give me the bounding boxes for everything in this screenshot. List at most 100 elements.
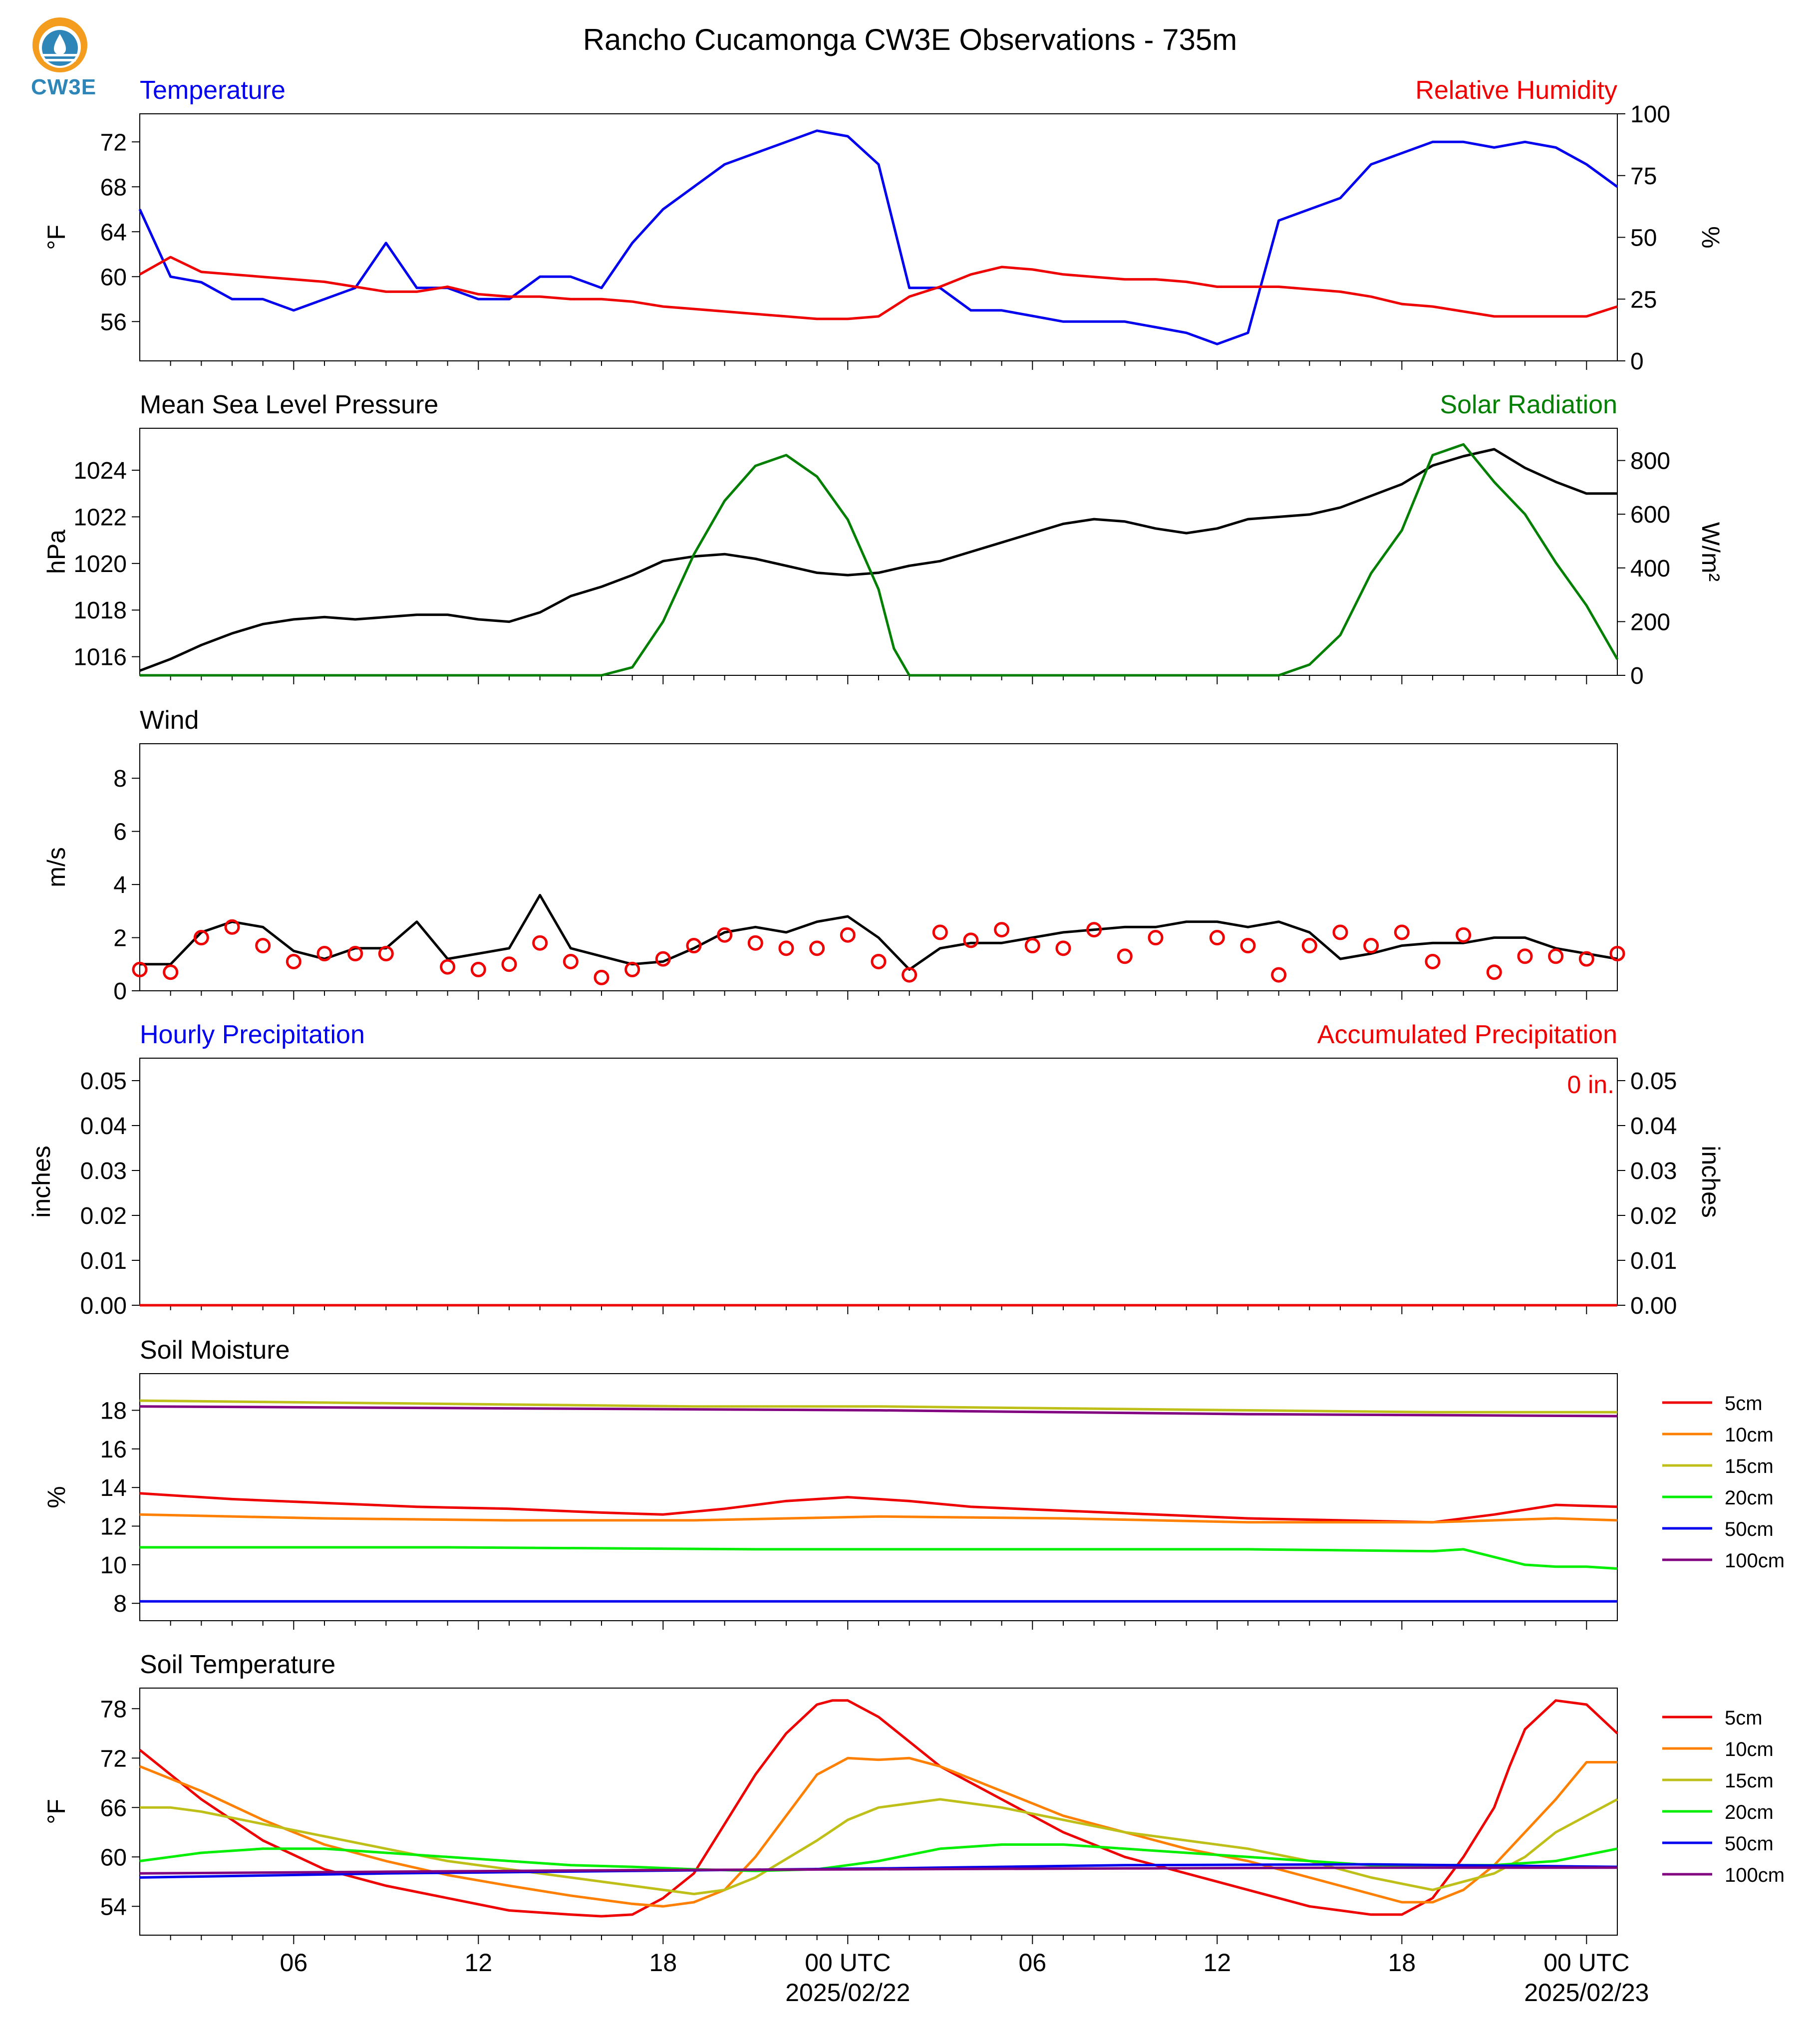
- series-line-15cm: [139, 1399, 1617, 1414]
- wind-direction-marker: [440, 959, 456, 975]
- x-tick-label: 00 UTC: [1543, 1949, 1629, 1977]
- series-line-temperature: [138, 129, 1618, 345]
- y-right-tick-label: 200: [1630, 609, 1670, 635]
- wind-direction-marker: [1486, 964, 1502, 980]
- wind-direction-marker: [193, 930, 209, 946]
- wind-direction-marker: [132, 961, 148, 977]
- wind-direction-marker: [1548, 948, 1564, 964]
- y-left-tick-label: 72: [100, 1745, 127, 1772]
- y-left-tick-label: 16: [100, 1437, 127, 1463]
- logo-text: CW3E: [31, 75, 97, 99]
- legend-label: 20cm: [1725, 1487, 1774, 1509]
- plot-frame: [139, 113, 1618, 361]
- wind-direction-marker: [563, 953, 579, 969]
- plot-frame: [139, 1688, 1618, 1936]
- y-left-tick-label: 6: [113, 819, 127, 846]
- y-right-tick-label: 50: [1630, 225, 1657, 252]
- series-line-relative-humidity: [139, 256, 1618, 320]
- y-left-tick-label: 14: [100, 1475, 127, 1501]
- series-line-20cm: [140, 1546, 1618, 1570]
- legend-label: 20cm: [1725, 1801, 1774, 1823]
- legend-label: 15cm: [1725, 1455, 1774, 1477]
- y-right-tick-label: 0.05: [1630, 1068, 1677, 1095]
- wind-direction-marker: [1363, 938, 1379, 954]
- wind-direction-marker: [470, 961, 486, 977]
- y-right-tick-label: 0.01: [1630, 1248, 1677, 1274]
- y-right-tick-label: 0.00: [1630, 1293, 1677, 1319]
- wind-direction-marker: [871, 953, 887, 969]
- wind-direction-marker: [1117, 948, 1133, 964]
- y-right-axis-label: inches: [1697, 1146, 1725, 1218]
- wind-direction-marker: [655, 951, 671, 967]
- y-right-tick-label: 400: [1630, 556, 1670, 582]
- y-left-tick-label: 72: [100, 129, 127, 156]
- legend-label: 100cm: [1725, 1864, 1785, 1886]
- y-left-axis-label: %: [42, 1486, 70, 1508]
- legend-label: 5cm: [1725, 1707, 1763, 1729]
- series-line-15cm: [140, 1798, 1618, 1895]
- wind-direction-marker: [224, 919, 240, 935]
- y-right-tick-label: 100: [1630, 101, 1670, 128]
- wind-direction-marker: [255, 938, 271, 954]
- legend-label: 50cm: [1725, 1833, 1774, 1855]
- panel-left-title: Hourly Precipitation: [140, 1020, 365, 1049]
- y-left-tick-label: 8: [113, 766, 127, 792]
- wind-direction-marker: [1394, 924, 1410, 940]
- legend-label: 50cm: [1725, 1518, 1774, 1540]
- y-left-axis-label: °F: [42, 1799, 70, 1824]
- y-left-tick-label: 2: [113, 925, 127, 952]
- y-right-axis-label: W/m²: [1697, 522, 1725, 581]
- wind-direction-marker: [1578, 951, 1594, 967]
- y-left-tick-label: 66: [100, 1795, 127, 1821]
- y-left-tick-label: 1018: [73, 597, 127, 624]
- y-left-tick-label: 78: [100, 1696, 127, 1723]
- legend-label: 10cm: [1725, 1424, 1774, 1446]
- wind-direction-marker: [1086, 922, 1102, 938]
- x-date-label: 2025/02/22: [785, 1979, 910, 2007]
- wind-direction-marker: [1209, 930, 1225, 946]
- wind-direction-marker: [286, 953, 302, 969]
- chart-title: Rancho Cucamonga CW3E Observations - 735…: [583, 23, 1237, 56]
- panel-left-title: Temperature: [140, 76, 286, 105]
- y-left-tick-label: 0.05: [80, 1068, 127, 1095]
- series-line-100cm: [139, 1866, 1617, 1875]
- wind-direction-marker: [624, 961, 640, 977]
- y-right-tick-label: 600: [1630, 502, 1670, 528]
- wind-direction-marker: [1456, 927, 1472, 943]
- x-tick-label: 00 UTC: [805, 1949, 891, 1977]
- x-date-label: 2025/02/23: [1524, 1979, 1649, 2007]
- series-line-100cm: [139, 1405, 1618, 1418]
- wind-direction-marker: [963, 932, 979, 948]
- panel-left-title: Soil Moisture: [140, 1336, 290, 1365]
- y-left-tick-label: 12: [100, 1514, 127, 1540]
- y-right-tick-label: 25: [1630, 287, 1657, 313]
- y-left-tick-label: 1024: [73, 458, 127, 484]
- y-right-tick-label: 0.02: [1630, 1203, 1677, 1229]
- wind-direction-marker: [1332, 924, 1348, 940]
- series-line-solar-radiation: [140, 443, 1619, 677]
- y-left-tick-label: 64: [100, 219, 127, 246]
- wind-direction-marker: [1148, 930, 1164, 946]
- wind-direction-marker: [1301, 938, 1317, 954]
- y-left-tick-label: 0.01: [80, 1248, 127, 1274]
- x-tick-label: 18: [1388, 1949, 1416, 1977]
- y-left-axis-label: °F: [42, 225, 70, 250]
- wind-direction-marker: [501, 956, 517, 972]
- y-left-tick-label: 1022: [73, 504, 127, 531]
- y-left-tick-label: 0.02: [80, 1203, 127, 1229]
- series-line-5cm: [139, 1699, 1618, 1918]
- y-left-tick-label: 4: [113, 872, 127, 898]
- cw3e-logo-mark: [32, 17, 87, 72]
- wind-direction-marker: [778, 940, 794, 956]
- wind-direction-marker: [532, 935, 548, 951]
- y-right-tick-label: 0: [1630, 663, 1644, 689]
- wind-direction-marker: [1240, 938, 1256, 954]
- panel-wind: 0 2 4 6 8 m/s Wind: [42, 706, 1625, 1005]
- wind-direction-marker: [316, 945, 332, 961]
- wind-direction-marker: [994, 922, 1010, 938]
- y-left-axis-label: hPa: [42, 530, 70, 574]
- wind-direction-marker: [1271, 967, 1287, 983]
- panel-pressure_solar: 1016 1018 1020 1022 1024 hPa 0 200 400 600 800 W/m²…: [42, 390, 1725, 689]
